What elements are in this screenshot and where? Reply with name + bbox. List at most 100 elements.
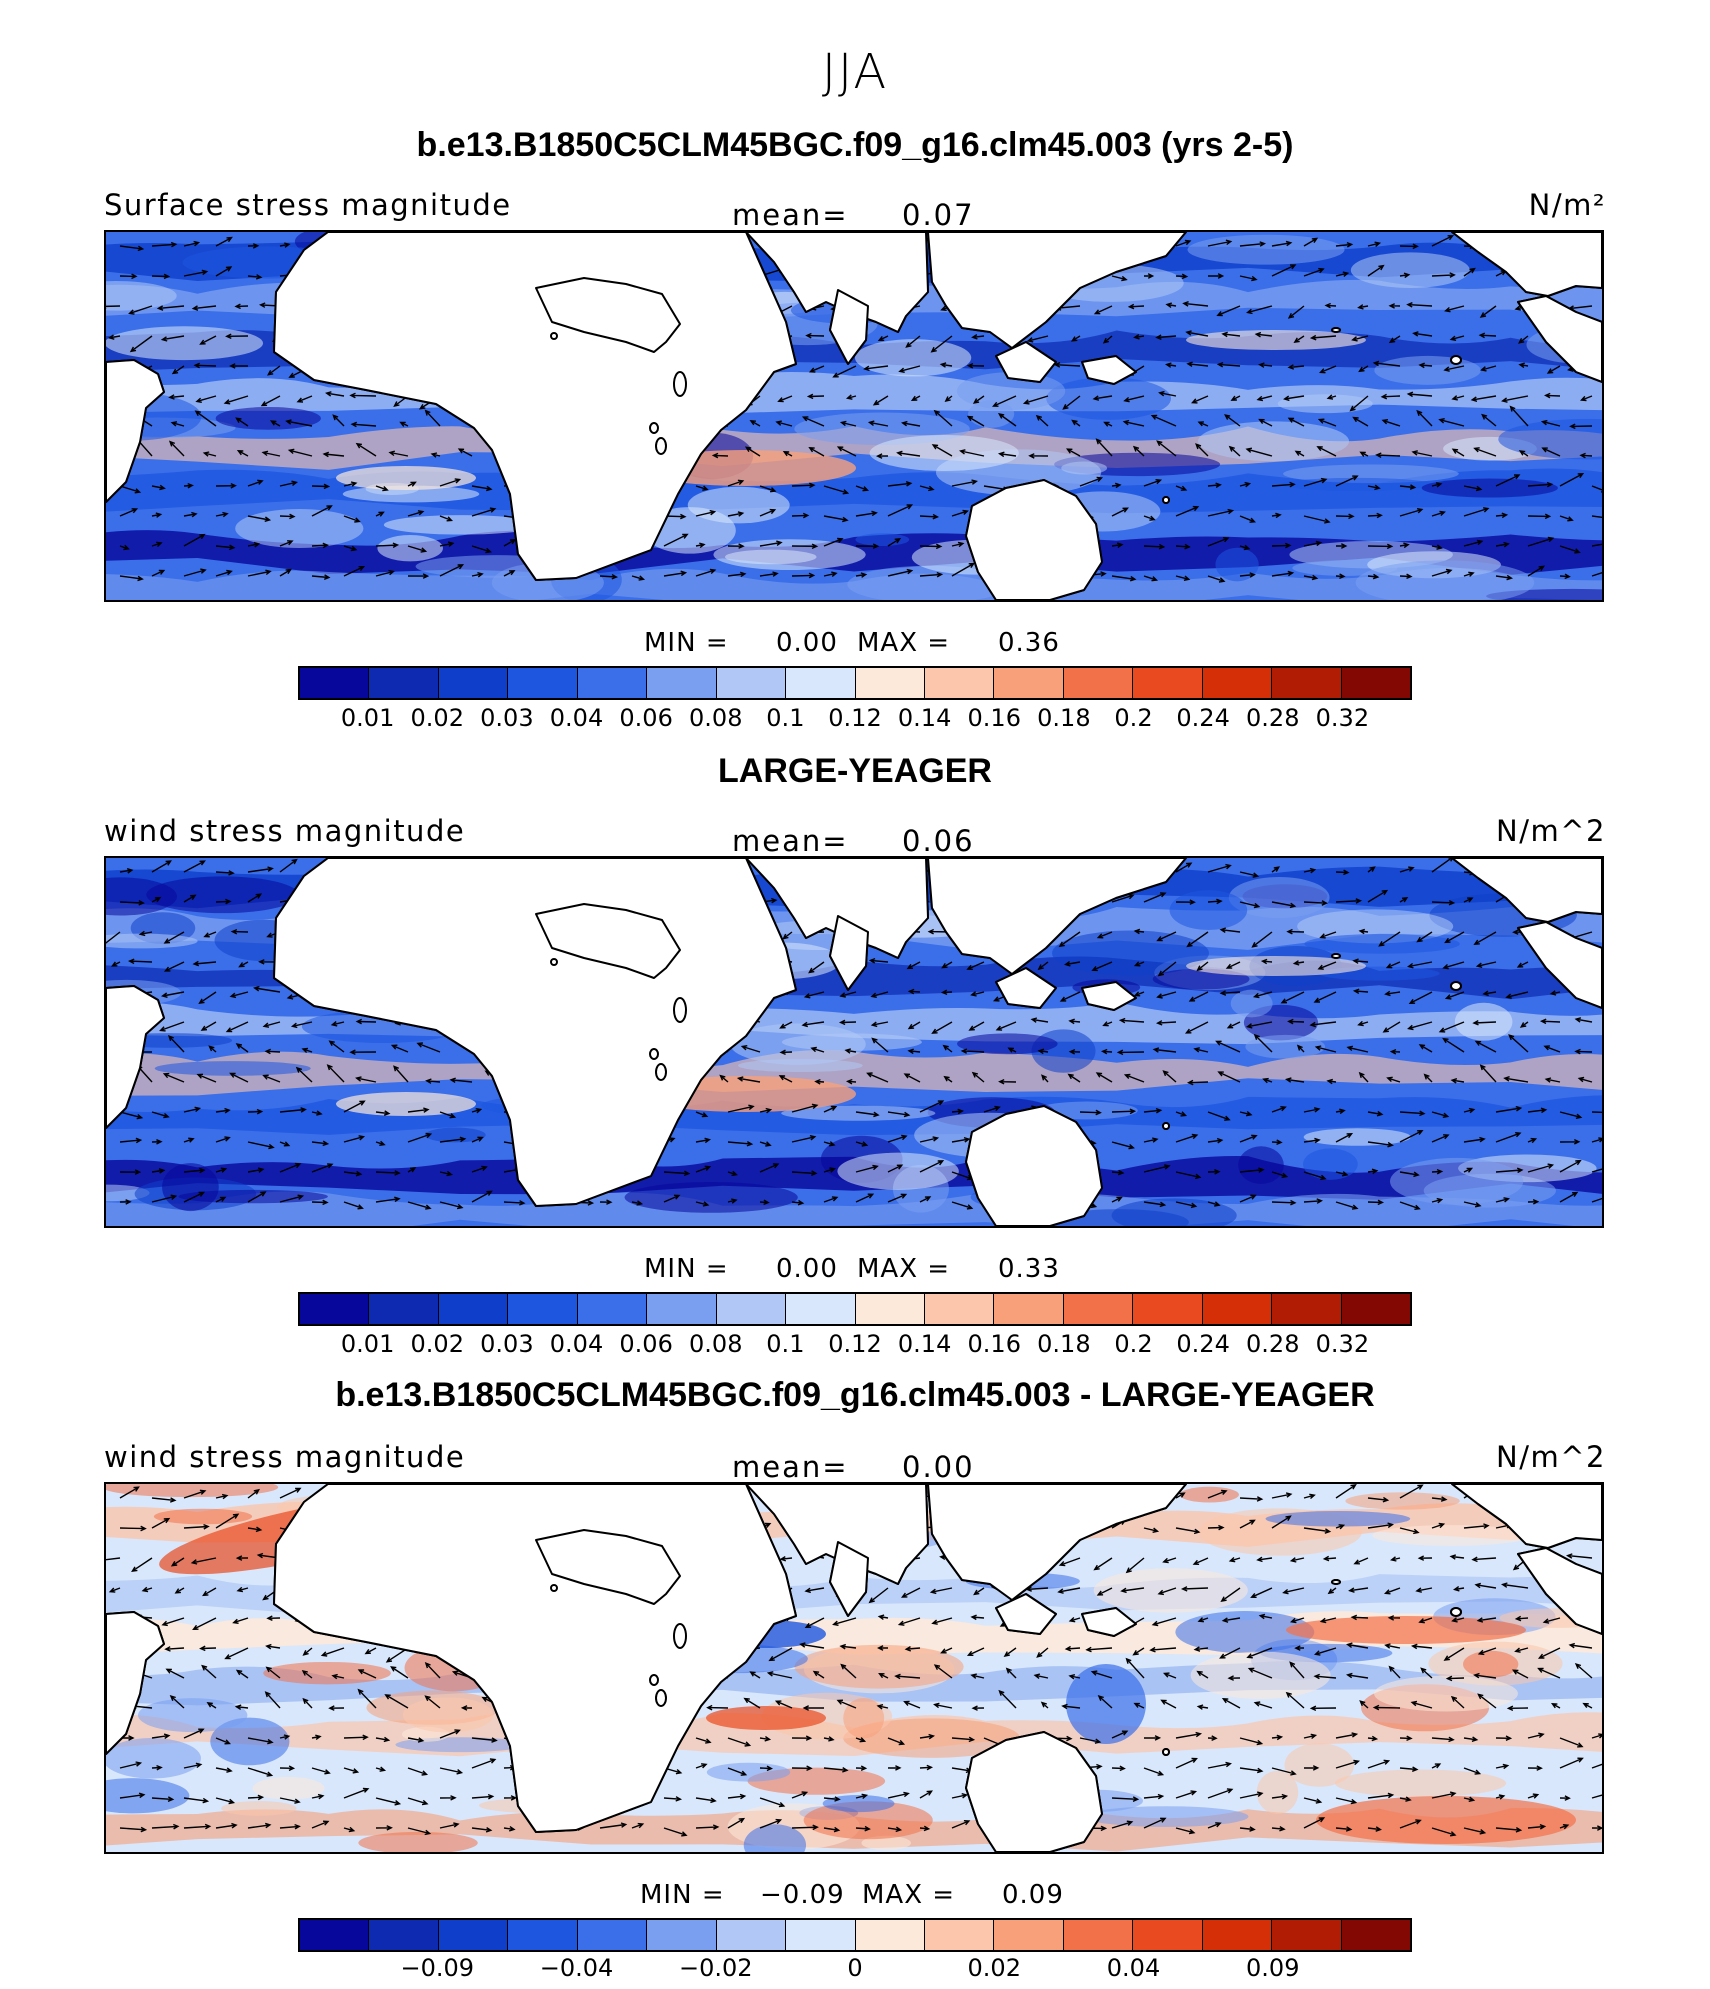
stress-arrow [230,928,249,935]
continent-outline [927,232,1187,349]
stress-arrow [1385,961,1401,969]
island-outline [1331,1579,1341,1585]
stress-arrow [193,362,217,369]
stress-arrow [1303,237,1319,247]
stress-arrow [959,449,985,457]
stress-arrow [1175,575,1191,581]
colorbar-tick-label: 0.02 [410,704,464,732]
panel-3-min-value: −0.09 [760,1880,845,1910]
stress-arrow [1358,1071,1369,1083]
stress-arrow [1175,485,1188,491]
stress-arrow [1367,543,1394,550]
stress-arrow [1068,1048,1081,1055]
stress-arrow [777,395,793,403]
stress-arrow [919,1196,932,1203]
stress-arrow [791,543,819,550]
stress-arrow [759,1736,772,1742]
stress-arrow [836,446,857,457]
stress-arrow [1221,1617,1241,1623]
stress-arrow [1559,573,1571,580]
stress-arrow [151,1733,171,1739]
stress-arrow [1152,1047,1177,1053]
contour-blob [854,339,972,377]
stress-arrow [1399,1819,1422,1829]
contour-blob [843,1697,885,1739]
stress-arrow [407,1201,432,1210]
contour-blob [1230,989,1273,1018]
contour-blob [1265,1511,1411,1527]
stress-arrow [1474,1582,1497,1589]
stress-arrow [1463,267,1476,277]
stress-arrow [1384,990,1401,997]
stress-arrow [1519,1021,1529,1028]
stress-arrow [1239,481,1252,488]
stress-arrow [215,898,232,905]
panel-2-units: N/m^2 [1496,814,1606,848]
stress-arrow [1463,539,1484,547]
stress-arrow [119,1169,142,1175]
stress-arrow [1253,1033,1273,1053]
stress-arrow [951,1793,969,1799]
stress-arrow [279,1487,302,1499]
contour-blob [1389,1157,1524,1205]
stress-arrow [1431,1168,1444,1175]
stress-arrow [1367,1759,1391,1769]
stress-arrow [801,416,825,427]
stress-arrow [806,393,825,400]
stress-arrow [1579,452,1593,459]
stress-arrow [1443,365,1465,372]
contour-blob [162,1163,219,1212]
stress-arrow [919,1825,931,1832]
stress-arrow [439,564,465,577]
stress-arrow [775,420,793,427]
stress-arrow [759,1163,780,1173]
stress-arrow [1384,1643,1401,1649]
colorbar-tick-label: 0.1 [766,704,805,732]
panel-2-max-label: MAX = [857,1254,951,1284]
stress-arrow [939,362,953,368]
panel-3-colorbar-ticks: −0.09 −0.04 −0.02 0 0.02 0.04 0.09 [298,1954,1412,1986]
contour-blob [106,1738,201,1779]
stress-arrow [320,1647,345,1657]
stress-arrow [663,1194,681,1203]
island-outline [1450,355,1462,365]
stress-arrow [1262,1077,1273,1084]
stress-arrow [1451,1617,1465,1623]
stress-arrow [1463,571,1475,577]
stress-arrow [1186,361,1209,367]
panel-1-max-value: 0.36 [998,628,1060,658]
stress-arrow [191,305,217,311]
stress-arrow [870,991,889,998]
stress-arrow [871,1037,889,1053]
stress-arrow [1111,1765,1126,1772]
stress-arrow [1431,1111,1450,1118]
stress-arrow [194,410,217,427]
stress-arrow [887,1826,903,1833]
stress-arrow [1239,1737,1264,1746]
stress-arrow [1123,395,1145,403]
stress-arrow [1079,1109,1102,1116]
colorbar-tick-label: 0.06 [619,1330,673,1358]
contour-blob [137,1698,248,1733]
colorbar-swatch [994,668,1064,698]
stress-arrow [1097,1695,1113,1709]
colorbar-swatch [855,1294,925,1324]
stress-arrow [877,1614,889,1620]
stress-arrow [808,447,825,457]
stress-arrow [887,1765,902,1771]
stress-arrow [919,1100,945,1113]
stress-arrow [1390,1556,1401,1562]
panel-1-min-label: MIN = [644,628,729,658]
stress-arrow [1335,271,1350,277]
stress-arrow [1500,1582,1529,1589]
atlantic-trade-hotspot [336,466,476,490]
stress-arrow [247,541,261,548]
stress-arrow [151,1497,177,1503]
stress-arrow [740,1045,761,1053]
stress-arrow [1569,423,1593,430]
stress-arrow [1239,871,1260,878]
stress-arrow [759,1797,786,1808]
stress-arrow [1541,447,1561,457]
stress-arrow [779,1021,793,1029]
stress-arrow [1260,958,1273,965]
